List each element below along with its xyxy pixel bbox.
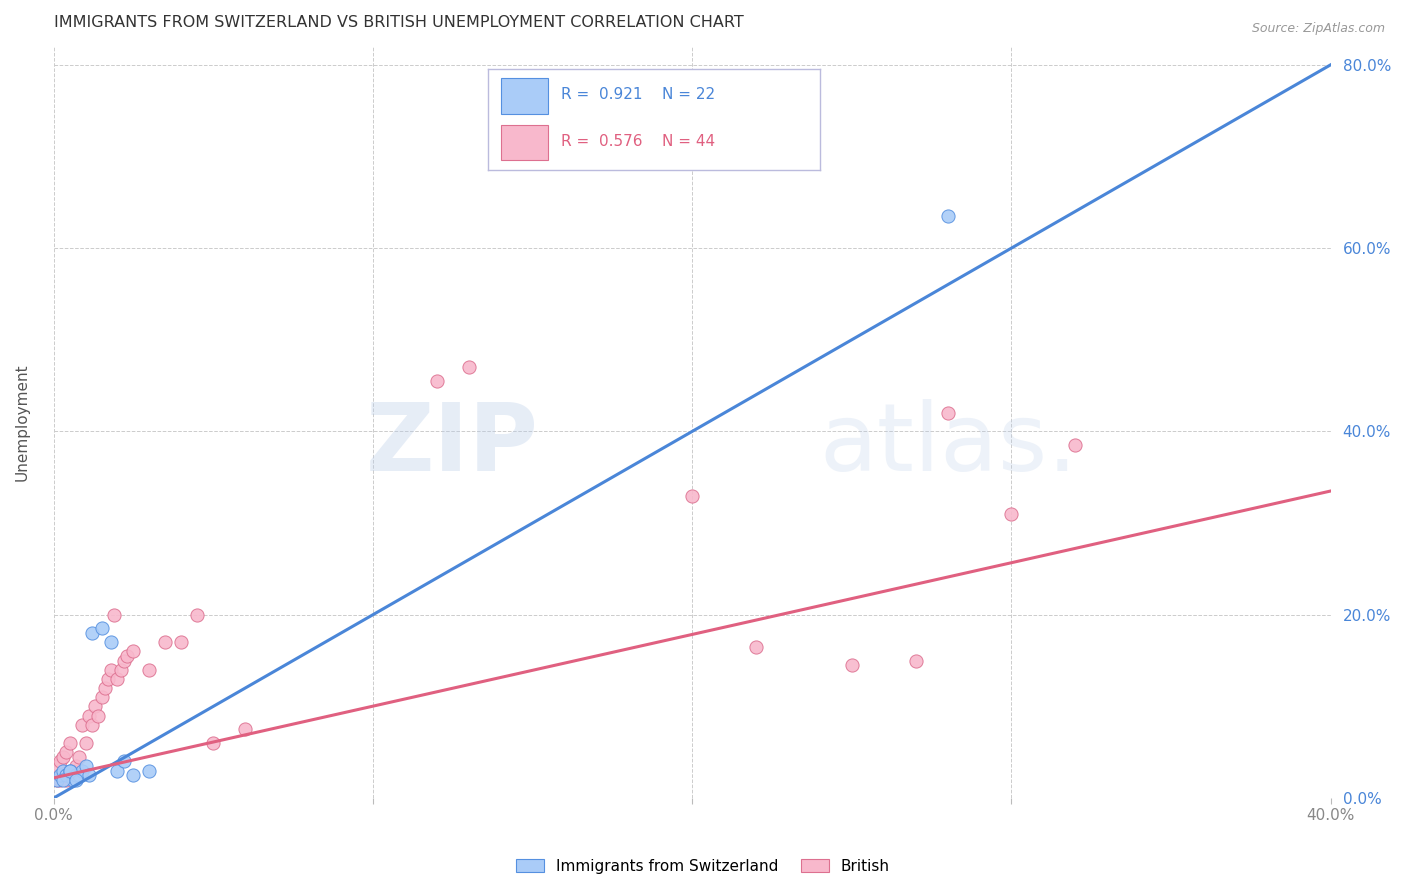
Point [65, 759, 87, 773]
Point [67, 749, 90, 764]
Point [936, 406, 959, 420]
Point [122, 644, 145, 658]
Point [75, 759, 97, 773]
Legend: Immigrants from Switzerland, British: Immigrants from Switzerland, British [510, 853, 896, 880]
Point [103, 607, 125, 622]
Point [122, 768, 145, 782]
Point [62, 764, 84, 778]
Text: atlas.: atlas. [820, 399, 1078, 491]
Point [186, 607, 208, 622]
Point [49, 755, 72, 769]
Point [55, 772, 77, 787]
Point [84, 699, 107, 714]
Point [110, 663, 132, 677]
Y-axis label: Unemployment: Unemployment [15, 363, 30, 481]
Point [75, 736, 97, 750]
Text: ZIP: ZIP [366, 399, 538, 491]
Point [1000, 507, 1022, 521]
Point [62, 772, 84, 787]
Point [170, 635, 193, 649]
Point [93, 681, 115, 695]
Point [100, 635, 122, 649]
Point [77, 708, 100, 723]
Text: IMMIGRANTS FROM SWITZERLAND VS BRITISH UNEMPLOYMENT CORRELATION CHART: IMMIGRANTS FROM SWITZERLAND VS BRITISH U… [53, 15, 744, 30]
Point [55, 768, 77, 782]
Point [65, 768, 87, 782]
Point [681, 489, 703, 503]
Point [107, 764, 129, 778]
Point [138, 663, 160, 677]
Point [90, 622, 112, 636]
Point [80, 626, 103, 640]
Point [107, 672, 129, 686]
Point [202, 736, 225, 750]
Point [155, 635, 177, 649]
Point [80, 717, 103, 731]
Point [457, 360, 479, 375]
Point [58, 768, 80, 782]
Point [52, 749, 75, 764]
Point [112, 755, 135, 769]
Point [100, 663, 122, 677]
Point [112, 654, 135, 668]
Point [936, 209, 959, 223]
Point [97, 672, 120, 686]
Point [67, 768, 90, 782]
Point [138, 764, 160, 778]
Point [58, 736, 80, 750]
Point [115, 648, 138, 663]
Text: Source: ZipAtlas.com: Source: ZipAtlas.com [1251, 22, 1385, 36]
Point [1064, 438, 1087, 452]
Point [52, 768, 75, 782]
Point [65, 772, 87, 787]
Point [904, 654, 927, 668]
Point [58, 764, 80, 778]
Point [426, 374, 449, 388]
Point [45, 772, 67, 787]
Point [87, 708, 110, 723]
Point [841, 658, 863, 673]
Point [90, 690, 112, 705]
Point [72, 717, 94, 731]
Point [45, 759, 67, 773]
Point [233, 723, 256, 737]
Point [72, 764, 94, 778]
Point [55, 745, 77, 759]
Point [52, 764, 75, 778]
Point [49, 768, 72, 782]
Point [77, 768, 100, 782]
Point [52, 772, 75, 787]
Point [49, 772, 72, 787]
Point [58, 764, 80, 778]
Point [745, 640, 768, 654]
Point [45, 772, 67, 787]
